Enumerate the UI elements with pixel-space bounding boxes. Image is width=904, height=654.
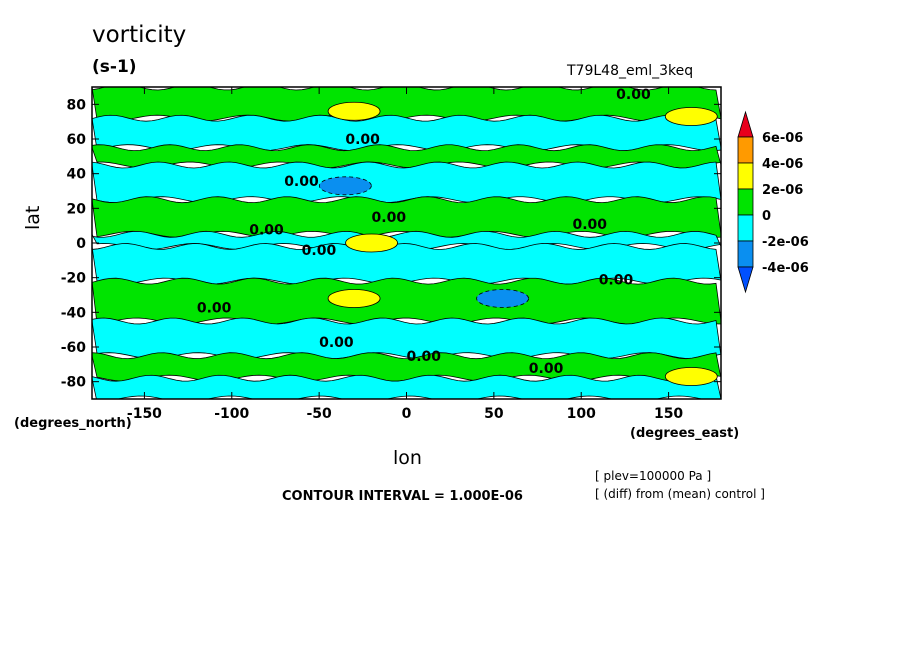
colorbar: 6e-06 4e-06 2e-06 0 -2e-06 -4e-06: [737, 110, 809, 294]
zero-contour-label: 0.00: [197, 300, 232, 316]
zero-contour-label: 0.00: [249, 222, 284, 238]
x-tick-label: -50: [306, 406, 332, 422]
zero-contour-label: 0.00: [616, 87, 651, 103]
zero-contour-label: 0.00: [572, 217, 607, 233]
units-label: (s-1): [92, 57, 137, 77]
zero-contour-label: 0.00: [529, 361, 564, 377]
zero-contour-label: 0.00: [372, 210, 407, 226]
zero-contour-label: 0.00: [302, 243, 337, 259]
chart-title: vorticity: [92, 22, 187, 48]
vorticity-feature: [476, 289, 529, 308]
contour-interval-text: CONTOUR INTERVAL = 1.000E-06: [282, 489, 523, 504]
colorbar-label: 6e-06: [762, 131, 803, 146]
vorticity-band: [92, 230, 721, 250]
x-tick-label: -100: [214, 406, 249, 422]
y-tick-label: -80: [61, 375, 87, 391]
plev-text: [ plev=100000 Pa ]: [595, 469, 712, 483]
zero-contour-label: 0.00: [284, 174, 319, 190]
vorticity-band: [92, 374, 721, 399]
colorbar-top-triangle: [737, 110, 754, 138]
vorticity-feature: [345, 233, 398, 253]
x-tick-label: 150: [654, 406, 683, 422]
vorticity-band: [92, 114, 721, 152]
colorbar-segment: [737, 188, 754, 216]
y-tick-label: -20: [61, 271, 87, 287]
run-label: T79L48_eml_3keq: [567, 63, 694, 79]
x-axis-units: (degrees_east): [630, 426, 740, 441]
contour-field: 0.00 0.00 0.00 0.00 0.00 0.00 0.00 0.00 0.00 0.00…: [92, 87, 721, 399]
zero-contour-label: 0.00: [319, 335, 354, 351]
colorbar-label: -2e-06: [762, 235, 809, 250]
y-tick-label: 0: [76, 236, 86, 252]
colorbar-label: 4e-06: [762, 157, 803, 172]
vorticity-feature: [318, 176, 372, 196]
diff-text: [ (diff) from (mean) control ]: [595, 487, 765, 501]
y-tick-label: -60: [61, 340, 87, 356]
colorbar-segment: [737, 240, 754, 268]
zero-contour-label: 0.00: [599, 273, 634, 289]
colorbar-label: 0: [762, 209, 771, 224]
colorbar-segment: [737, 136, 754, 164]
vorticity-band: [92, 161, 721, 204]
colorbar-bottom-triangle: [737, 266, 754, 294]
x-ticks: -150 -100 -50 0 50 100 150: [127, 87, 683, 422]
vorticity-band: [92, 196, 721, 238]
vorticity-feature: [664, 107, 718, 126]
x-tick-label: -150: [127, 406, 162, 422]
x-tick-label: 100: [567, 406, 596, 422]
y-ticks: 80 60 40 20 0 -20 -40 -60 -80: [61, 97, 721, 391]
y-axis-units: (degrees_north): [14, 416, 132, 431]
colorbar-segment: [737, 214, 754, 242]
zero-contour-label: 0.00: [407, 349, 442, 365]
y-tick-label: 60: [67, 132, 87, 148]
x-tick-label: 50: [484, 406, 504, 422]
colorbar-label: 2e-06: [762, 183, 803, 198]
zero-contour-label: 0.00: [345, 132, 380, 148]
colorbar-label: -4e-06: [762, 261, 809, 276]
y-tick-label: -40: [61, 305, 87, 321]
y-tick-label: 80: [67, 97, 87, 113]
y-tick-label: 20: [67, 201, 87, 217]
x-axis-label: lon: [393, 447, 422, 469]
vorticity-feature: [327, 289, 381, 308]
colorbar-segment: [737, 162, 754, 190]
vorticity-feature: [327, 101, 381, 121]
vorticity-feature: [664, 367, 718, 386]
y-tick-label: 40: [67, 167, 87, 183]
x-tick-label: 0: [402, 406, 412, 422]
